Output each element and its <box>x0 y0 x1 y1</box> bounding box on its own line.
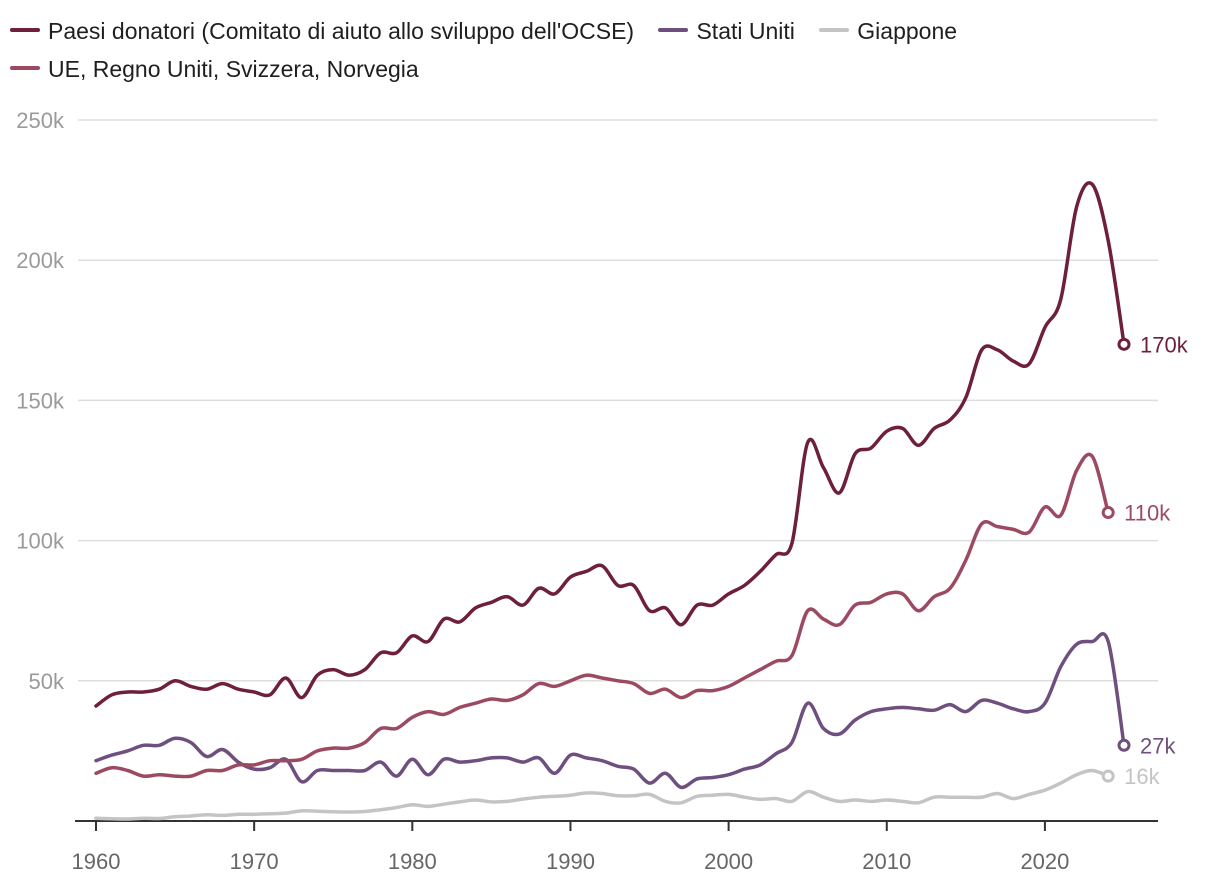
legend-swatch-stati-uniti <box>658 27 689 32</box>
end-label-usa: 27k <box>1140 733 1176 758</box>
x-tick-label: 1980 <box>388 849 437 874</box>
end-marker-usa <box>1117 738 1131 752</box>
legend-label-ue: UE, Regno Uniti, Svizzera, Norvegia <box>48 56 419 82</box>
x-axis: 1960 1970 1980 1990 2000 2010 2020 <box>72 820 1158 874</box>
end-markers: 16k 27k 110k 170k <box>1101 332 1189 789</box>
x-tick-label: 1960 <box>72 849 121 874</box>
y-axis-ticks: 50k 100k 150k 200k 250k <box>16 108 65 694</box>
x-tick-label: 1990 <box>546 849 595 874</box>
y-tick-label: 250k <box>16 108 65 133</box>
end-marker-ue <box>1101 506 1115 520</box>
series-line-usa <box>94 632 1126 790</box>
series-line-ue <box>94 452 1110 779</box>
legend: Paesi donatori (Comitato di aiuto allo s… <box>10 12 1210 88</box>
legend-swatch-ocse <box>10 27 40 32</box>
legend-label-stati-uniti: Stati Uniti <box>696 18 795 44</box>
x-tick-label: 2010 <box>862 849 911 874</box>
x-tick-label: 2000 <box>704 849 753 874</box>
x-tick-label: 2020 <box>1020 849 1069 874</box>
legend-item-ocse: Paesi donatori (Comitato di aiuto allo s… <box>10 12 634 50</box>
series-lines <box>94 181 1126 821</box>
series-line-ocse <box>94 181 1126 708</box>
end-marker-giappone <box>1101 769 1115 783</box>
y-tick-label: 100k <box>16 529 65 554</box>
end-marker-ocse <box>1117 337 1131 351</box>
legend-label-giappone: Giappone <box>857 18 958 44</box>
legend-swatch-giappone <box>819 27 850 32</box>
y-tick-label: 200k <box>16 248 65 273</box>
gridlines <box>78 119 1158 682</box>
legend-item-stati-uniti: Stati Uniti <box>658 12 795 50</box>
end-label-ue: 110k <box>1124 501 1171 526</box>
legend-swatch-ue <box>10 65 40 70</box>
y-tick-label: 150k <box>16 388 65 413</box>
legend-item-giappone: Giappone <box>819 12 957 50</box>
x-tick-label: 1970 <box>230 849 279 874</box>
legend-label-ocse: Paesi donatori (Comitato di aiuto allo s… <box>48 18 635 44</box>
end-label-giappone: 16k <box>1124 764 1160 789</box>
y-tick-label: 50k <box>29 669 65 694</box>
series-line-giappone <box>94 768 1110 821</box>
legend-item-ue: UE, Regno Uniti, Svizzera, Norvegia <box>10 50 419 88</box>
end-label-ocse: 170k <box>1140 332 1189 357</box>
